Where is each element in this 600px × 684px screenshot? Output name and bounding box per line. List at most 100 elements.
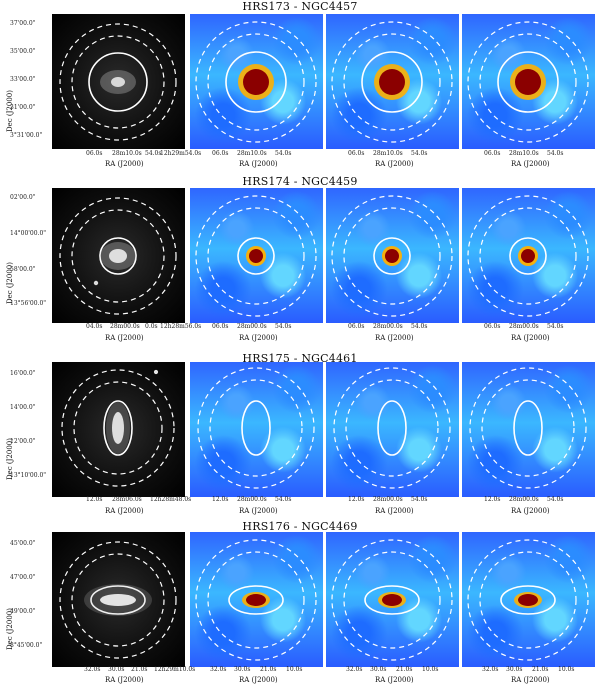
y-tick: 13°56'00.0" [10, 300, 47, 307]
x-axis-label: RA (J2000) [375, 676, 414, 684]
optical-image [52, 532, 185, 667]
y-tick: 8°45'00.0" [10, 642, 43, 649]
x-tick: 28m00.0s [237, 496, 267, 503]
x-tick: 54.0s [547, 323, 564, 330]
y-tick: 16'00.0" [10, 370, 36, 377]
x-tick: 06.0s [86, 150, 103, 157]
x-tick: 54.0s [547, 150, 564, 157]
x-tick: 28m10.0s [373, 150, 403, 157]
infrared-map-1 [190, 532, 323, 667]
y-tick: 14°00'00.0" [10, 230, 47, 237]
x-tick: 28m06.0s [112, 496, 142, 503]
x-axis-label: RA (J2000) [105, 160, 144, 168]
y-tick: 33'00.0" [10, 76, 36, 83]
x-tick: 06.0s [212, 150, 229, 157]
x-tick: 30.0s [234, 666, 251, 673]
x-tick: 10.0s [286, 666, 303, 673]
x-tick: 12.0s [348, 496, 365, 503]
x-tick: 54.0s [275, 150, 292, 157]
x-axis-label: RA (J2000) [239, 160, 278, 168]
x-tick: 10.0s [422, 666, 439, 673]
x-tick: 12.0s [484, 496, 501, 503]
y-tick: 31'00.0" [10, 104, 36, 111]
optical-image [52, 362, 185, 497]
x-tick: 28m10.0s [237, 150, 267, 157]
x-tick: 12.0s [86, 496, 103, 503]
x-tick: 54.0s [411, 323, 428, 330]
x-tick: 06.0s [484, 323, 501, 330]
x-tick: 12h28m56.0s [160, 323, 202, 330]
panel-title: HRS176 - NGC4469 [242, 520, 358, 533]
infrared-map-3 [462, 188, 595, 323]
x-tick: 10.0s [558, 666, 575, 673]
x-tick: 32.0s [84, 666, 101, 673]
x-tick: 54.0s [547, 496, 564, 503]
x-axis-label: RA (J2000) [511, 334, 550, 342]
x-tick: 54.0s [411, 496, 428, 503]
x-axis-label: RA (J2000) [105, 676, 144, 684]
x-tick: 21.0s [260, 666, 277, 673]
x-tick: 54.0s [275, 323, 292, 330]
optical-image [52, 188, 185, 323]
y-tick: 14'00.0" [10, 404, 36, 411]
infrared-map-1 [190, 188, 323, 323]
x-tick: 06.0s [212, 323, 229, 330]
y-tick: 49'00.0" [10, 608, 36, 615]
y-tick: 02'00.0" [10, 194, 36, 201]
panel-title: HRS173 - NGC4457 [242, 0, 358, 13]
x-tick: 28m00.0s [509, 323, 539, 330]
infrared-map-3 [462, 362, 595, 497]
y-axis-label: Dec (J2000) [6, 90, 14, 132]
x-tick: 28m10.0s [509, 150, 539, 157]
x-tick: 28m00.0s [373, 323, 403, 330]
x-tick: 28m10.0s [112, 150, 142, 157]
x-tick: 54.0s [275, 496, 292, 503]
x-tick: 54.0s [145, 150, 162, 157]
x-axis-label: RA (J2000) [375, 334, 414, 342]
x-tick: 0.0s [145, 323, 158, 330]
panel-title: HRS175 - NGC4461 [242, 352, 358, 365]
x-tick: 04.0s [86, 323, 103, 330]
infrared-map-1 [190, 14, 323, 149]
x-axis-label: RA (J2000) [375, 507, 414, 515]
x-tick: 28m00.0s [237, 323, 267, 330]
x-tick: 30.0s [108, 666, 125, 673]
x-axis-label: RA (J2000) [511, 507, 550, 515]
infrared-map-2 [326, 188, 459, 323]
x-axis-label: RA (J2000) [375, 160, 414, 168]
x-axis-label: RA (J2000) [511, 160, 550, 168]
x-tick: 12h29m54.0s [160, 150, 202, 157]
x-tick: 32.0s [210, 666, 227, 673]
infrared-map-2 [326, 14, 459, 149]
x-axis-label: RA (J2000) [105, 334, 144, 342]
x-tick: 06.0s [348, 150, 365, 157]
y-tick: 3°31'00.0" [10, 132, 43, 139]
x-tick: 12h28m48.0s [150, 496, 192, 503]
x-axis-label: RA (J2000) [239, 334, 278, 342]
infrared-map-2 [326, 532, 459, 667]
x-tick: 28m00.0s [373, 496, 403, 503]
infrared-map-2 [326, 362, 459, 497]
y-tick: 58'00.0" [10, 266, 36, 273]
y-tick: 47'00.0" [10, 574, 36, 581]
x-tick: 32.0s [482, 666, 499, 673]
infrared-map-3 [462, 532, 595, 667]
y-tick: 13°10'00.0" [10, 472, 47, 479]
y-tick: 35'00.0" [10, 48, 36, 55]
x-axis-label: RA (J2000) [105, 507, 144, 515]
panel-title: HRS174 - NGC4459 [242, 175, 358, 188]
x-axis-label: RA (J2000) [511, 676, 550, 684]
x-tick: 30.0s [506, 666, 523, 673]
x-tick: 21.0s [131, 666, 148, 673]
x-tick: 28m00.0s [509, 496, 539, 503]
y-tick: 37'00.0" [10, 20, 36, 27]
x-tick: 12.0s [212, 496, 229, 503]
x-tick: 21.0s [532, 666, 549, 673]
infrared-map-3 [462, 14, 595, 149]
x-axis-label: RA (J2000) [239, 676, 278, 684]
optical-image [52, 14, 185, 149]
x-tick: 28m00.0s [110, 323, 140, 330]
infrared-map-1 [190, 362, 323, 497]
x-tick: 54.0s [411, 150, 428, 157]
x-tick: 06.0s [484, 150, 501, 157]
